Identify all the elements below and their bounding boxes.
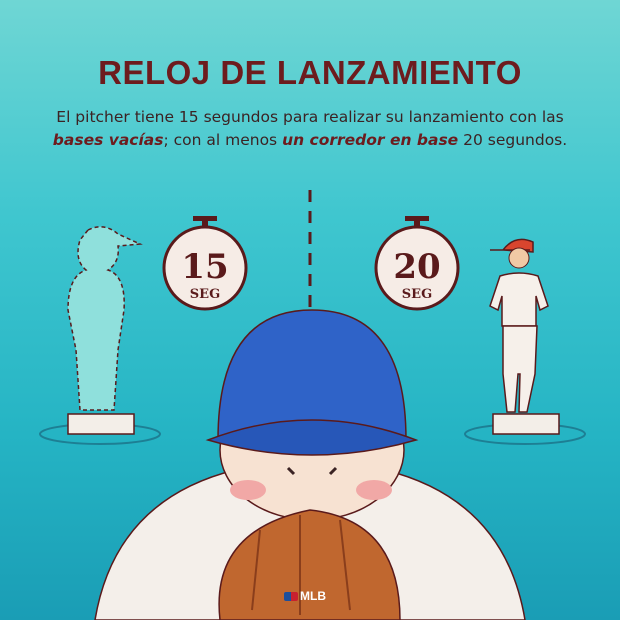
mlb-logo: MLB [284,589,326,603]
timer-unit: SEG [190,287,220,302]
runner-on-base [464,238,586,445]
timer-value: 15 [181,247,228,287]
description: El pitcher tiene 15 segundos para realiz… [40,106,580,152]
timer-value: 20 [393,247,440,287]
mlb-logo-text: MLB [300,589,326,603]
stopwatch-20-icon: 20 SEG [374,216,460,311]
description-text: 20 segundos. [458,131,568,149]
page-title: RELOJ DE LANZAMIENTO [98,54,522,91]
stopwatch-15-icon: 15 SEG [162,216,248,311]
description-text: ; con al menos [163,131,283,149]
pitcher-illustration [94,309,526,620]
timer-unit: SEG [402,287,432,302]
mlb-batter-icon [284,591,298,601]
empty-base-runner-silhouette [39,226,161,445]
emphasis-bases-vacias: bases vacías [52,131,164,149]
emphasis-corredor: un corredor en base [282,131,459,149]
description-text: El pitcher tiene 15 segundos para realiz… [56,108,564,126]
